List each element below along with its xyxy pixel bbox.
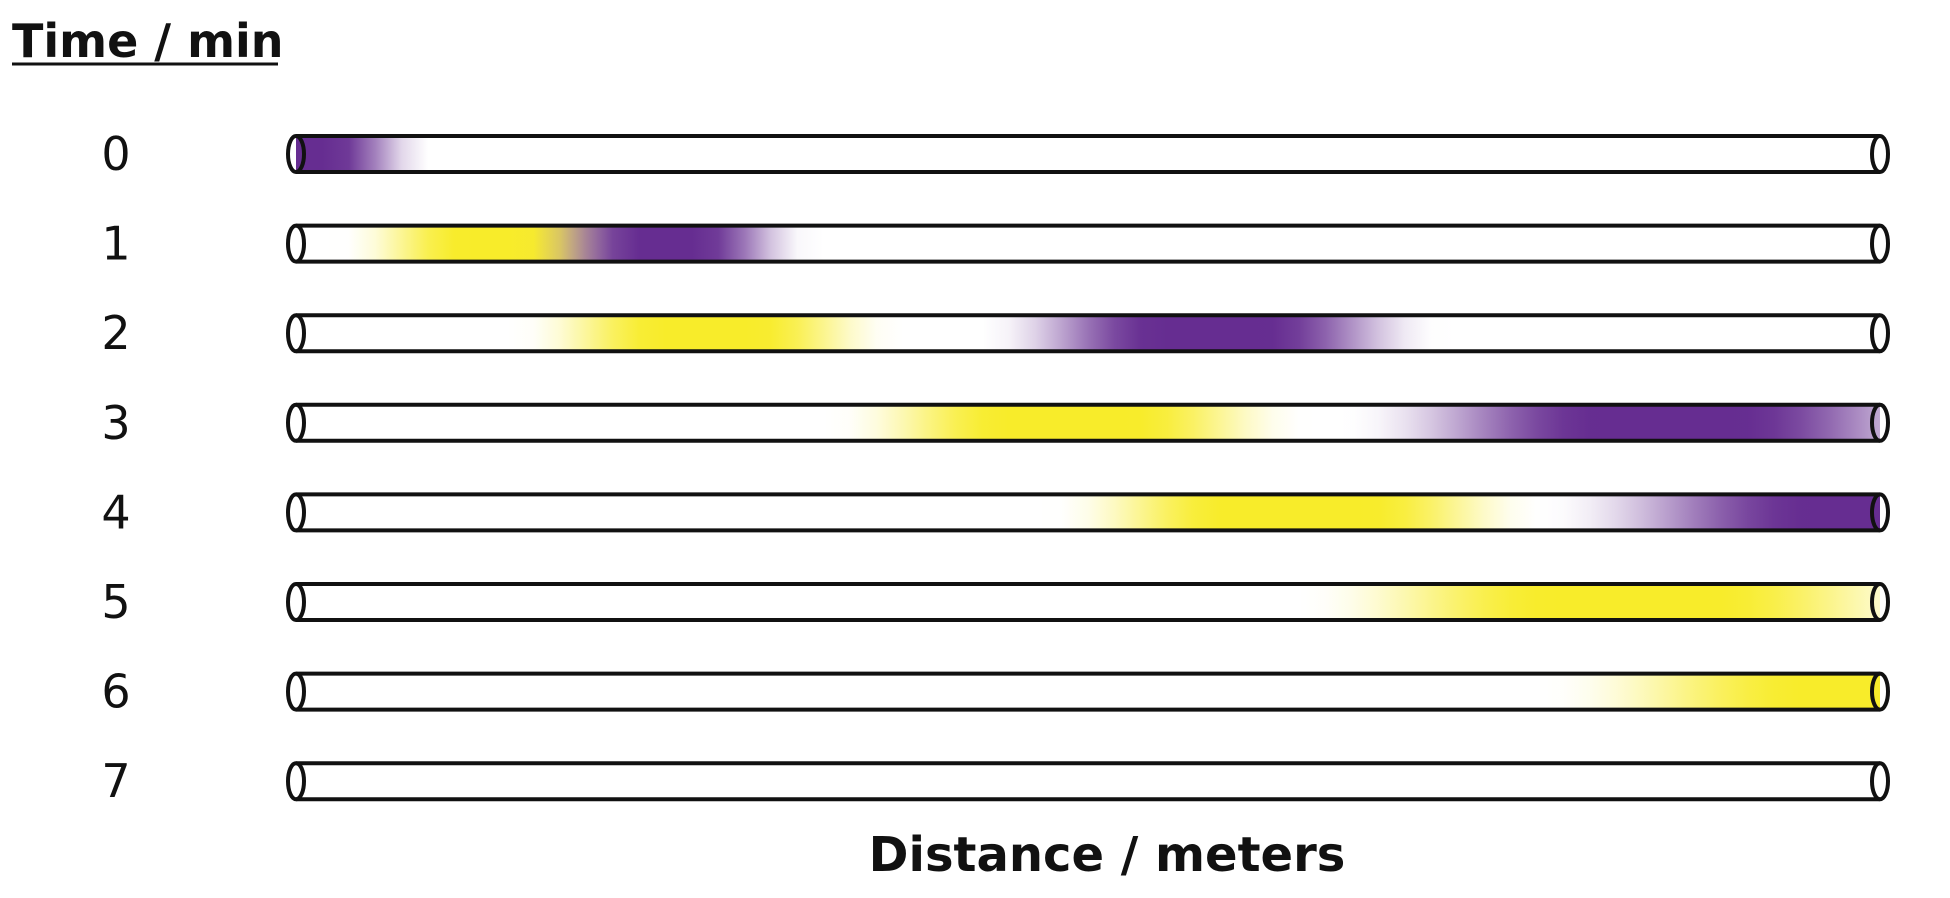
tube-left-cap [286,671,306,712]
band-band_b [296,584,1880,620]
tube-row-2: 2 [101,306,1890,360]
x-axis-label: Distance / meters [869,827,1346,883]
time-label: 2 [101,306,130,360]
tube-rows: 0 1 2 3 4 5 6 7 [101,127,1890,808]
tube-row-3: 3 [101,396,1890,450]
tube-row-5: 5 [101,575,1890,629]
tube-right-cap [1870,134,1890,174]
time-label: 0 [101,127,130,181]
tube-left-cap [286,492,306,533]
tube-row-6: 6 [101,665,1890,719]
tube-row-0: 0 [101,127,1890,181]
tube-right-cap [1870,671,1890,712]
band-band_a [296,136,1880,172]
tube-right-cap [1870,492,1890,533]
tube-right-cap [1870,402,1890,443]
tube-row-1: 1 [101,217,1890,271]
diagram-title: Time / min [12,14,284,68]
tube-left-cap [286,134,306,174]
time-label: 4 [101,485,130,539]
tube-right-cap [1870,223,1890,264]
tube-row-7: 7 [101,754,1890,808]
tube-right-cap [1870,313,1890,354]
tube-right-cap [1870,582,1890,622]
tube-left-cap [286,582,306,622]
tube-left-cap [286,223,306,264]
tube-body [296,763,1880,800]
band-band_a [296,315,1880,352]
tube-right-cap [1870,761,1890,802]
time-label: 5 [101,575,130,629]
time-label: 3 [101,396,130,450]
tube-left-cap [286,761,306,802]
band-band_b [296,673,1880,710]
time-label: 6 [101,665,130,719]
tube-left-cap [286,313,306,354]
time-label: 1 [101,217,130,271]
band-band_a [296,225,1880,262]
tube-row-4: 4 [101,485,1890,539]
band-band_a [296,404,1880,441]
band-band_a [296,494,1880,531]
tube-left-cap [286,402,306,443]
time-label: 7 [101,754,130,808]
